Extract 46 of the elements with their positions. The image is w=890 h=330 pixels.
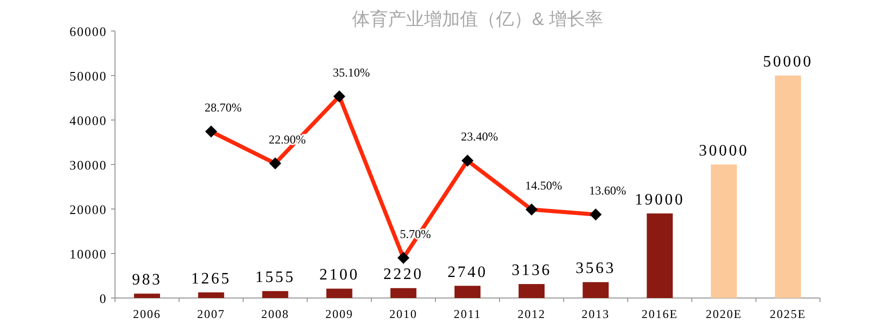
x-tick-label: 2011 — [454, 307, 482, 321]
x-tick-label: 2025E — [770, 307, 806, 321]
data-label: 2220 — [383, 266, 424, 284]
y-tick-label: 50000 — [70, 68, 107, 84]
y-tick-label: 60000 — [70, 24, 107, 39]
x-tick-label: 2020E — [706, 307, 742, 321]
x-tick-label: 2016E — [642, 307, 678, 321]
data-label: 3563 — [576, 260, 616, 278]
x-tick-label: 2008 — [261, 307, 290, 321]
bar — [518, 284, 545, 298]
data-label: 1265 — [191, 270, 232, 288]
bar — [134, 294, 160, 298]
x-tick-label: 2013 — [582, 307, 610, 321]
data-label: 2100 — [319, 266, 360, 284]
y-tick-label: 10000 — [70, 246, 107, 262]
data-label: 13.60% — [589, 183, 626, 198]
y-tick-label: 20000 — [70, 202, 107, 217]
data-label: 50000 — [762, 54, 813, 70]
bar — [646, 213, 673, 298]
x-tick-label: 2006 — [133, 307, 162, 321]
bar — [198, 292, 224, 298]
x-tick-label: 2010 — [389, 307, 418, 321]
y-tick-label: 0 — [100, 291, 107, 306]
x-tick-label: 2007 — [197, 307, 226, 321]
chart-title: 体育产业增加值（亿）& 增长率 — [352, 9, 604, 29]
data-label: 1555 — [255, 269, 296, 286]
data-label: 30000 — [698, 142, 749, 160]
data-label: 19000 — [634, 191, 685, 208]
x-tick-label: 2009 — [325, 307, 354, 321]
y-tick-label: 40000 — [70, 113, 107, 128]
data-label: 2740 — [448, 264, 488, 281]
data-label: 14.50% — [525, 178, 562, 193]
bar — [774, 76, 801, 298]
bar — [710, 164, 737, 298]
bar — [262, 291, 288, 298]
data-label: 3136 — [512, 262, 552, 280]
data-label: 35.10% — [332, 65, 370, 80]
data-label: 983 — [132, 272, 162, 289]
bar — [582, 282, 609, 298]
bar — [454, 286, 480, 298]
bar — [326, 288, 352, 298]
y-tick-label: 30000 — [70, 158, 107, 172]
data-label: 23.40% — [461, 130, 498, 144]
x-tick-label: 2012 — [518, 307, 546, 321]
data-label: 28.70% — [204, 100, 242, 115]
bar — [390, 288, 416, 298]
